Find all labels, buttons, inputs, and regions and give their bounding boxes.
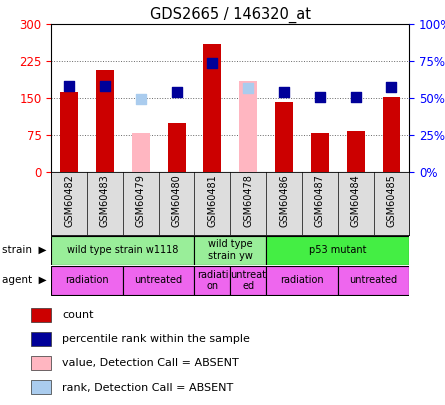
FancyBboxPatch shape — [231, 266, 266, 295]
Text: rank, Detection Call = ABSENT: rank, Detection Call = ABSENT — [62, 382, 234, 392]
Point — [173, 89, 180, 96]
Text: GSM60479: GSM60479 — [136, 174, 146, 227]
Text: radiation: radiation — [65, 275, 109, 286]
Text: count: count — [62, 310, 94, 320]
FancyBboxPatch shape — [123, 266, 194, 295]
Point — [137, 96, 144, 102]
Text: percentile rank within the sample: percentile rank within the sample — [62, 335, 250, 344]
Point — [352, 94, 359, 100]
Text: untreated: untreated — [349, 275, 398, 286]
Bar — [132, 133, 150, 172]
Bar — [347, 131, 364, 172]
Text: radiati
on: radiati on — [197, 270, 228, 291]
Bar — [96, 70, 114, 172]
Bar — [168, 123, 186, 172]
Bar — [383, 97, 400, 172]
Text: GSM60486: GSM60486 — [279, 174, 289, 227]
Text: agent  ▶: agent ▶ — [2, 275, 47, 286]
Text: GSM60487: GSM60487 — [315, 174, 325, 227]
Text: p53 mutant: p53 mutant — [309, 245, 367, 255]
Point — [245, 85, 252, 92]
Bar — [31, 308, 51, 322]
Bar — [31, 332, 51, 346]
Bar — [239, 81, 257, 172]
Bar — [311, 133, 329, 172]
Point — [388, 84, 395, 91]
Text: value, Detection Call = ABSENT: value, Detection Call = ABSENT — [62, 358, 239, 369]
Bar — [60, 92, 78, 172]
Title: GDS2665 / 146320_at: GDS2665 / 146320_at — [150, 7, 311, 23]
FancyBboxPatch shape — [51, 266, 123, 295]
Point — [65, 83, 73, 89]
Bar — [275, 102, 293, 172]
Bar — [203, 44, 221, 172]
Text: GSM60481: GSM60481 — [207, 174, 217, 227]
Text: untreated: untreated — [134, 275, 183, 286]
FancyBboxPatch shape — [266, 236, 409, 265]
Text: GSM60484: GSM60484 — [351, 174, 360, 227]
Text: strain  ▶: strain ▶ — [2, 245, 47, 255]
Text: wild type
strain yw: wild type strain yw — [208, 239, 253, 261]
FancyBboxPatch shape — [194, 236, 266, 265]
Text: GSM60483: GSM60483 — [100, 174, 110, 227]
Text: radiation: radiation — [280, 275, 324, 286]
FancyBboxPatch shape — [266, 266, 338, 295]
Bar — [31, 356, 51, 370]
Bar — [31, 380, 51, 394]
Point — [101, 83, 109, 89]
FancyBboxPatch shape — [51, 236, 194, 265]
Text: GSM60478: GSM60478 — [243, 174, 253, 227]
Point — [316, 94, 324, 100]
Text: untreat
ed: untreat ed — [230, 270, 266, 291]
Point — [280, 89, 287, 96]
Text: GSM60480: GSM60480 — [172, 174, 182, 227]
Text: GSM60485: GSM60485 — [387, 174, 396, 227]
Point — [209, 60, 216, 66]
Text: wild type strain w1118: wild type strain w1118 — [67, 245, 178, 255]
Text: GSM60482: GSM60482 — [64, 174, 74, 227]
FancyBboxPatch shape — [194, 266, 231, 295]
FancyBboxPatch shape — [338, 266, 409, 295]
